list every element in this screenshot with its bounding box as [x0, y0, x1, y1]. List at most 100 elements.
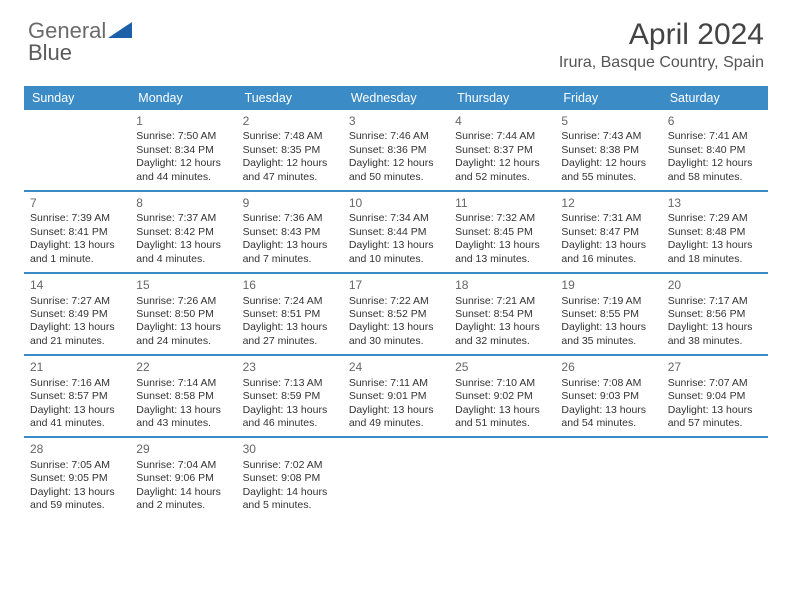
calendar-week: 28Sunrise: 7:05 AMSunset: 9:05 PMDayligh… [24, 438, 768, 518]
day-number: 22 [136, 360, 230, 375]
day-number: 14 [30, 278, 124, 293]
sunset-text: Sunset: 9:08 PM [243, 472, 337, 485]
sunset-text: Sunset: 8:34 PM [136, 144, 230, 157]
day-number: 6 [668, 114, 762, 129]
daylight-text: Daylight: 14 hours and 5 minutes. [243, 486, 337, 513]
daylight-text: Daylight: 13 hours and 13 minutes. [455, 239, 549, 266]
sunset-text: Sunset: 8:50 PM [136, 308, 230, 321]
weekday-header: Friday [555, 86, 661, 110]
sunrise-text: Sunrise: 7:32 AM [455, 212, 549, 225]
calendar-day: 28Sunrise: 7:05 AMSunset: 9:05 PMDayligh… [24, 438, 130, 518]
calendar-day-empty [449, 438, 555, 518]
daylight-text: Daylight: 13 hours and 49 minutes. [349, 404, 443, 431]
sunset-text: Sunset: 8:44 PM [349, 226, 443, 239]
calendar-day: 6Sunrise: 7:41 AMSunset: 8:40 PMDaylight… [662, 110, 768, 190]
daylight-text: Daylight: 14 hours and 2 minutes. [136, 486, 230, 513]
sunrise-text: Sunrise: 7:14 AM [136, 377, 230, 390]
daylight-text: Daylight: 13 hours and 32 minutes. [455, 321, 549, 348]
calendar-day: 15Sunrise: 7:26 AMSunset: 8:50 PMDayligh… [130, 274, 236, 354]
day-number: 8 [136, 196, 230, 211]
calendar-day: 7Sunrise: 7:39 AMSunset: 8:41 PMDaylight… [24, 192, 130, 272]
sunset-text: Sunset: 8:35 PM [243, 144, 337, 157]
sunset-text: Sunset: 8:45 PM [455, 226, 549, 239]
day-number: 5 [561, 114, 655, 129]
calendar-day-empty [343, 438, 449, 518]
day-number: 20 [668, 278, 762, 293]
sunset-text: Sunset: 8:56 PM [668, 308, 762, 321]
calendar-day: 19Sunrise: 7:19 AMSunset: 8:55 PMDayligh… [555, 274, 661, 354]
sunrise-text: Sunrise: 7:37 AM [136, 212, 230, 225]
sunset-text: Sunset: 8:54 PM [455, 308, 549, 321]
calendar-day: 9Sunrise: 7:36 AMSunset: 8:43 PMDaylight… [237, 192, 343, 272]
calendar-day: 23Sunrise: 7:13 AMSunset: 8:59 PMDayligh… [237, 356, 343, 436]
calendar-day: 4Sunrise: 7:44 AMSunset: 8:37 PMDaylight… [449, 110, 555, 190]
calendar-day-empty [555, 438, 661, 518]
sunrise-text: Sunrise: 7:10 AM [455, 377, 549, 390]
sunrise-text: Sunrise: 7:48 AM [243, 130, 337, 143]
sunrise-text: Sunrise: 7:24 AM [243, 295, 337, 308]
sunset-text: Sunset: 8:52 PM [349, 308, 443, 321]
sunset-text: Sunset: 9:05 PM [30, 472, 124, 485]
brand-part2: Blue [28, 40, 72, 65]
weekday-header: Wednesday [343, 86, 449, 110]
daylight-text: Daylight: 13 hours and 16 minutes. [561, 239, 655, 266]
calendar-day: 24Sunrise: 7:11 AMSunset: 9:01 PMDayligh… [343, 356, 449, 436]
calendar-day: 18Sunrise: 7:21 AMSunset: 8:54 PMDayligh… [449, 274, 555, 354]
calendar-day: 27Sunrise: 7:07 AMSunset: 9:04 PMDayligh… [662, 356, 768, 436]
page-header: General Blue April 2024 Irura, Basque Co… [0, 0, 792, 78]
sunrise-text: Sunrise: 7:26 AM [136, 295, 230, 308]
daylight-text: Daylight: 12 hours and 44 minutes. [136, 157, 230, 184]
sunset-text: Sunset: 8:41 PM [30, 226, 124, 239]
sunset-text: Sunset: 8:42 PM [136, 226, 230, 239]
sunset-text: Sunset: 8:48 PM [668, 226, 762, 239]
sunset-text: Sunset: 9:06 PM [136, 472, 230, 485]
day-number: 12 [561, 196, 655, 211]
sunset-text: Sunset: 9:03 PM [561, 390, 655, 403]
sunset-text: Sunset: 8:55 PM [561, 308, 655, 321]
day-number: 17 [349, 278, 443, 293]
daylight-text: Daylight: 13 hours and 43 minutes. [136, 404, 230, 431]
sunrise-text: Sunrise: 7:19 AM [561, 295, 655, 308]
calendar-day: 14Sunrise: 7:27 AMSunset: 8:49 PMDayligh… [24, 274, 130, 354]
sunrise-text: Sunrise: 7:17 AM [668, 295, 762, 308]
daylight-text: Daylight: 12 hours and 55 minutes. [561, 157, 655, 184]
daylight-text: Daylight: 13 hours and 18 minutes. [668, 239, 762, 266]
calendar-day: 16Sunrise: 7:24 AMSunset: 8:51 PMDayligh… [237, 274, 343, 354]
daylight-text: Daylight: 12 hours and 52 minutes. [455, 157, 549, 184]
day-number: 10 [349, 196, 443, 211]
weeks-container: 1Sunrise: 7:50 AMSunset: 8:34 PMDaylight… [24, 110, 768, 519]
day-number: 30 [243, 442, 337, 457]
weekday-header: Saturday [662, 86, 768, 110]
sunrise-text: Sunrise: 7:41 AM [668, 130, 762, 143]
day-number: 4 [455, 114, 549, 129]
sunset-text: Sunset: 9:01 PM [349, 390, 443, 403]
month-title: April 2024 [559, 18, 764, 52]
day-number: 21 [30, 360, 124, 375]
sunset-text: Sunset: 9:04 PM [668, 390, 762, 403]
sunset-text: Sunset: 8:38 PM [561, 144, 655, 157]
daylight-text: Daylight: 12 hours and 58 minutes. [668, 157, 762, 184]
daylight-text: Daylight: 13 hours and 38 minutes. [668, 321, 762, 348]
weekday-header-row: SundayMondayTuesdayWednesdayThursdayFrid… [24, 86, 768, 110]
day-number: 27 [668, 360, 762, 375]
calendar-week: 7Sunrise: 7:39 AMSunset: 8:41 PMDaylight… [24, 192, 768, 274]
sunrise-text: Sunrise: 7:50 AM [136, 130, 230, 143]
daylight-text: Daylight: 13 hours and 54 minutes. [561, 404, 655, 431]
daylight-text: Daylight: 13 hours and 21 minutes. [30, 321, 124, 348]
sunrise-text: Sunrise: 7:27 AM [30, 295, 124, 308]
calendar-day: 17Sunrise: 7:22 AMSunset: 8:52 PMDayligh… [343, 274, 449, 354]
day-number: 3 [349, 114, 443, 129]
sunrise-text: Sunrise: 7:31 AM [561, 212, 655, 225]
sunrise-text: Sunrise: 7:11 AM [349, 377, 443, 390]
sunrise-text: Sunrise: 7:29 AM [668, 212, 762, 225]
brand-triangle-icon [108, 18, 132, 44]
day-number: 29 [136, 442, 230, 457]
sunset-text: Sunset: 8:58 PM [136, 390, 230, 403]
location-subtitle: Irura, Basque Country, Spain [559, 54, 764, 72]
daylight-text: Daylight: 13 hours and 30 minutes. [349, 321, 443, 348]
daylight-text: Daylight: 13 hours and 27 minutes. [243, 321, 337, 348]
day-number: 26 [561, 360, 655, 375]
day-number: 1 [136, 114, 230, 129]
daylight-text: Daylight: 13 hours and 10 minutes. [349, 239, 443, 266]
sunset-text: Sunset: 8:51 PM [243, 308, 337, 321]
